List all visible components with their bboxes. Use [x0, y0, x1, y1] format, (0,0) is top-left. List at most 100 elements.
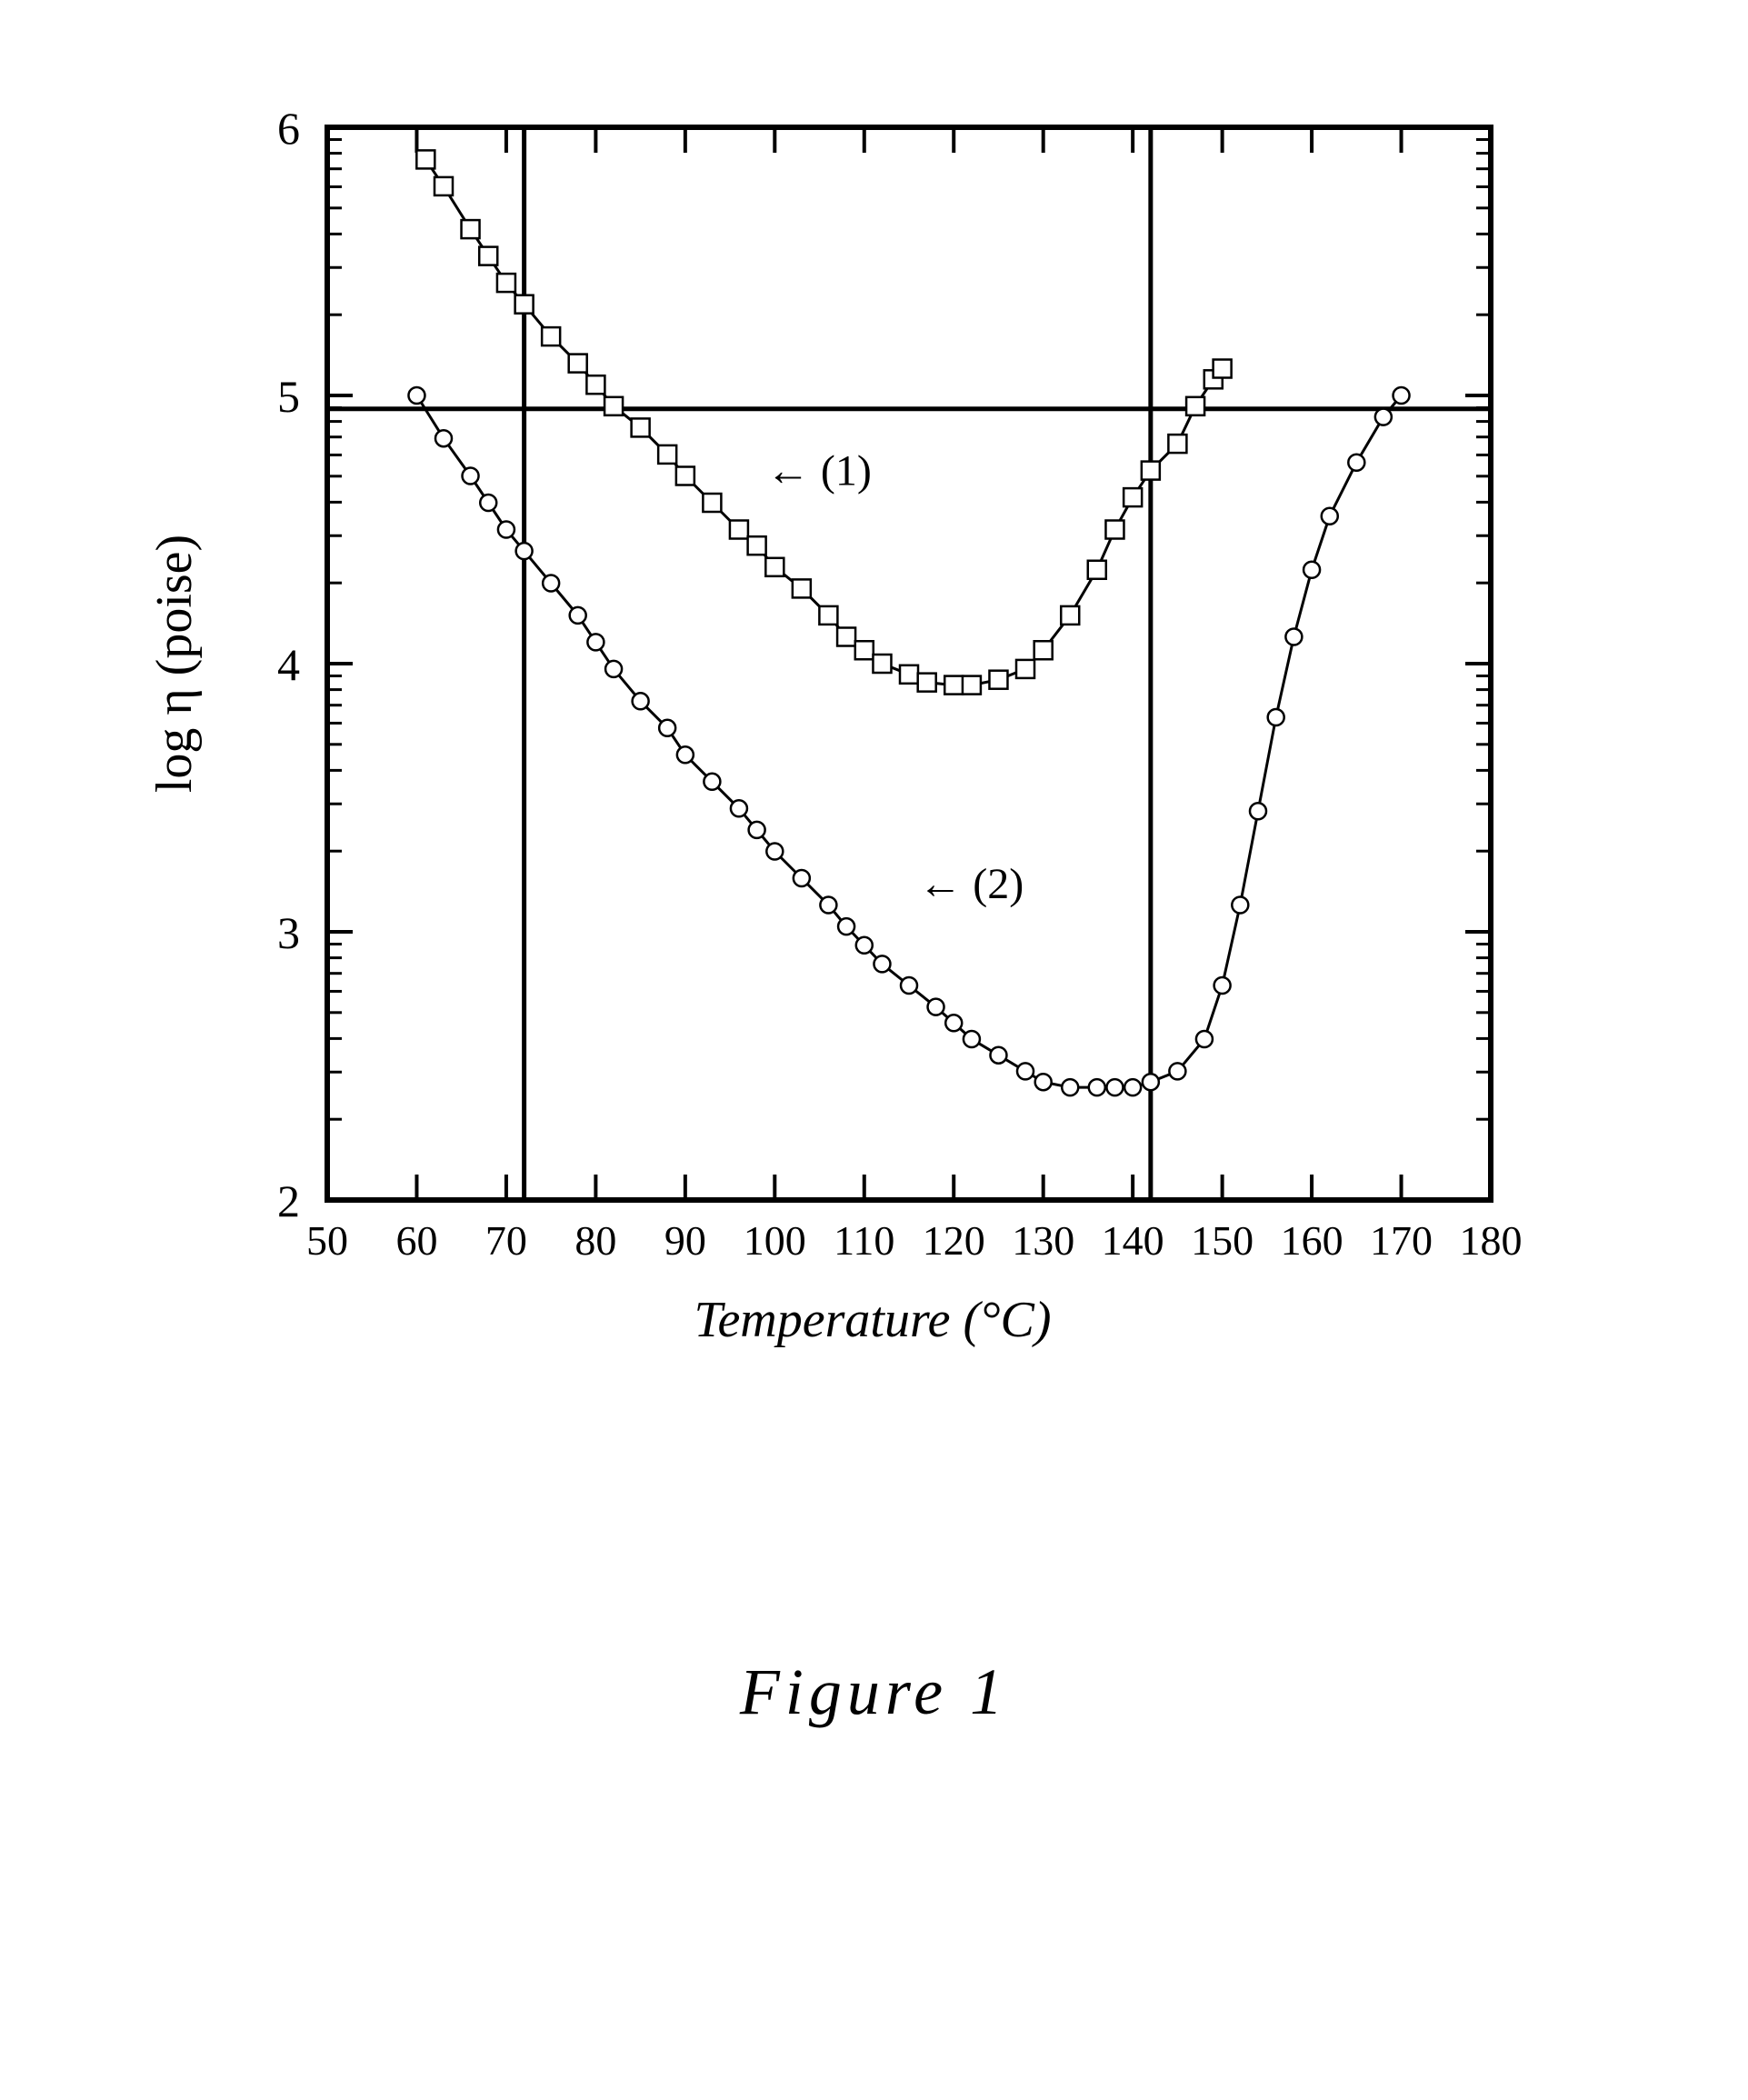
series-marker-square [748, 536, 766, 555]
series-marker-circle [1232, 897, 1248, 914]
series-marker-circle [794, 870, 810, 886]
series-marker-circle [677, 746, 694, 763]
series-marker-circle [856, 937, 873, 954]
series-marker-square [1142, 462, 1160, 480]
series-marker-circle [749, 822, 765, 838]
x-tick-label: 120 [923, 1217, 985, 1264]
y-tick-label: 5 [277, 371, 300, 422]
series-marker-square [497, 274, 515, 292]
series-marker-square [632, 418, 650, 436]
figure-caption: Figure 1 [0, 1655, 1748, 1730]
series-label: ← (2) [918, 860, 1024, 908]
series-marker-circle [659, 720, 675, 736]
series-marker-circle [633, 693, 649, 709]
series-marker-circle [838, 918, 854, 935]
x-tick-label: 180 [1460, 1217, 1523, 1264]
series-marker-circle [587, 634, 604, 650]
x-tick-label: 60 [395, 1217, 437, 1264]
x-tick-label: 70 [485, 1217, 527, 1264]
series-marker-square [837, 628, 855, 646]
series-marker-square [855, 641, 874, 659]
series-marker-circle [1106, 1079, 1123, 1095]
series-marker-circle [498, 522, 514, 538]
series-marker-circle [874, 955, 890, 972]
series-marker-square [944, 676, 963, 695]
x-tick-label: 140 [1102, 1217, 1164, 1264]
series-marker-square [604, 397, 623, 415]
series-marker-circle [463, 468, 479, 485]
series-marker-square [900, 665, 918, 684]
series-marker-square [462, 220, 480, 238]
series-marker-circle [1348, 455, 1364, 471]
series-marker-square [1061, 606, 1079, 625]
series-marker-square [1105, 521, 1124, 539]
series-marker-circle [1017, 1063, 1034, 1079]
series-marker-circle [1196, 1031, 1213, 1047]
series-marker-circle [1393, 387, 1410, 404]
series-marker-square [658, 445, 676, 464]
x-tick-label: 170 [1370, 1217, 1433, 1264]
series-marker-circle [1268, 709, 1284, 725]
series-marker-square [918, 674, 936, 692]
x-tick-label: 50 [306, 1217, 348, 1264]
series-marker-circle [570, 607, 586, 624]
series-marker-square [1016, 660, 1034, 678]
series-marker-circle [945, 1015, 962, 1031]
series-marker-square [1088, 561, 1106, 579]
series-marker-circle [1169, 1063, 1185, 1079]
series-marker-square [1124, 488, 1142, 506]
series-marker-square [515, 295, 534, 314]
series-marker-square [730, 521, 748, 539]
y-tick-label: 3 [277, 907, 300, 958]
series-marker-circle [766, 844, 783, 860]
x-tick-label: 80 [574, 1217, 616, 1264]
series-marker-square [1168, 435, 1186, 453]
series-marker-circle [1250, 803, 1266, 819]
series-marker-square [1186, 397, 1204, 415]
series-marker-circle [901, 977, 917, 994]
x-tick-label: 100 [744, 1217, 806, 1264]
series-marker-square [793, 579, 811, 597]
series-marker-circle [543, 575, 559, 592]
series-marker-circle [1322, 508, 1338, 525]
series-marker-square [416, 150, 435, 168]
series-marker-circle [1214, 977, 1231, 994]
series-marker-square [586, 375, 604, 394]
series-marker-circle [1304, 562, 1320, 578]
series-marker-circle [1089, 1079, 1105, 1095]
x-tick-label: 150 [1191, 1217, 1254, 1264]
series-marker-circle [435, 430, 452, 446]
series-marker-circle [704, 774, 720, 790]
series-marker-square [542, 327, 560, 345]
series-marker-square [989, 671, 1007, 689]
y-axis-label: log η (poise) [146, 535, 203, 793]
y-tick-label: 6 [277, 103, 300, 154]
x-tick-label: 110 [834, 1217, 894, 1264]
x-tick-label: 160 [1281, 1217, 1343, 1264]
series-marker-square [819, 606, 837, 625]
series-marker-square [435, 177, 453, 195]
x-tick-label: 90 [664, 1217, 706, 1264]
series-marker-circle [990, 1047, 1006, 1064]
series-label: ← (1) [766, 447, 872, 495]
chart-container: 5060708090100110120130140150160170180234… [109, 73, 1527, 1368]
series-marker-square [1034, 641, 1053, 659]
series-marker-circle [408, 387, 425, 404]
series-marker-circle [480, 495, 496, 511]
series-marker-circle [1035, 1074, 1052, 1090]
series-marker-circle [1285, 629, 1302, 645]
viscosity-vs-temperature-chart: 5060708090100110120130140150160170180234… [109, 73, 1527, 1364]
series-marker-circle [1124, 1079, 1141, 1095]
series-marker-circle [731, 800, 747, 816]
series-marker-circle [964, 1031, 980, 1047]
x-axis-label: Temperature (°C) [694, 1292, 1051, 1348]
series-marker-circle [605, 661, 622, 677]
y-tick-label: 2 [277, 1175, 300, 1226]
series-marker-square [963, 676, 981, 695]
series-marker-square [703, 494, 721, 512]
series-marker-circle [1062, 1079, 1078, 1095]
y-tick-label: 4 [277, 639, 300, 690]
figure-page: 5060708090100110120130140150160170180234… [0, 0, 1748, 2100]
series-marker-square [1214, 360, 1232, 378]
series-marker-square [765, 558, 784, 576]
